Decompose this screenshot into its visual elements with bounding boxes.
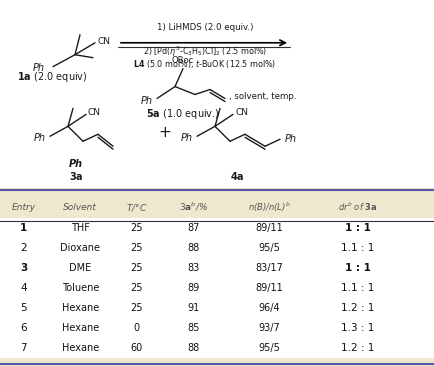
Text: Ph: Ph	[285, 134, 297, 144]
Text: 1.1 : 1: 1.1 : 1	[342, 243, 375, 253]
Text: 83: 83	[187, 263, 199, 273]
Text: $\mathbf{4a}$: $\mathbf{4a}$	[230, 170, 244, 182]
Text: 25: 25	[131, 283, 143, 293]
Text: 6: 6	[20, 323, 27, 333]
Text: Ph: Ph	[181, 133, 193, 143]
Text: 1 : 1: 1 : 1	[345, 223, 371, 234]
Text: Ph: Ph	[34, 133, 46, 143]
Text: 88: 88	[187, 343, 199, 353]
Text: Toluene: Toluene	[62, 283, 99, 293]
Text: 2) [Pd($\eta^3$-C$_3$H$_5$)Cl]$_2$ (2.5 mol%): 2) [Pd($\eta^3$-C$_3$H$_5$)Cl]$_2$ (2.5 …	[143, 45, 267, 59]
Text: 1.3 : 1: 1.3 : 1	[342, 323, 375, 333]
Text: 95/5: 95/5	[258, 243, 280, 253]
Text: 1.1 : 1: 1.1 : 1	[342, 283, 375, 293]
Text: 0: 0	[134, 323, 140, 333]
Text: Ph: Ph	[33, 63, 45, 72]
Text: 89/11: 89/11	[255, 283, 283, 293]
Text: $dr^b$ of $\mathbf{3a}$: $dr^b$ of $\mathbf{3a}$	[338, 201, 378, 213]
Bar	[0, 318, 434, 338]
Text: $\mathbf{5a}$ (1.0 equiv.): $\mathbf{5a}$ (1.0 equiv.)	[146, 107, 220, 122]
Bar	[0, 298, 434, 318]
Text: 89/11: 89/11	[255, 223, 283, 234]
Text: Hexane: Hexane	[62, 343, 99, 353]
Bar	[0, 278, 434, 298]
Text: $3\mathbf{a}^b$/%: $3\mathbf{a}^b$/%	[179, 201, 207, 213]
Text: Ph: Ph	[141, 97, 153, 107]
Text: 1.2 : 1: 1.2 : 1	[342, 303, 375, 313]
Text: 25: 25	[131, 243, 143, 253]
Text: 4: 4	[20, 283, 27, 293]
Text: 95/5: 95/5	[258, 343, 280, 353]
Text: 96/4: 96/4	[258, 303, 280, 313]
Text: $\mathbf{3a}$: $\mathbf{3a}$	[69, 170, 83, 182]
Text: 60: 60	[131, 343, 143, 353]
Text: 88: 88	[187, 243, 199, 253]
Bar	[0, 238, 434, 258]
Bar	[0, 258, 434, 278]
Text: THF: THF	[71, 223, 90, 234]
Text: 91: 91	[187, 303, 199, 313]
Text: 1 : 1: 1 : 1	[345, 263, 371, 273]
Text: Ph: Ph	[69, 159, 83, 169]
Text: 87: 87	[187, 223, 199, 234]
Text: 25: 25	[131, 223, 143, 234]
Text: $n$(B)/$n$(L)$^b$: $n$(B)/$n$(L)$^b$	[248, 201, 290, 214]
Text: , solvent, temp.: , solvent, temp.	[229, 92, 296, 101]
Text: 89: 89	[187, 283, 199, 293]
Text: $\mathbf{L4}$ (5.0 mol%), $t$-BuOK (12.5 mol%): $\mathbf{L4}$ (5.0 mol%), $t$-BuOK (12.5…	[133, 58, 277, 70]
Text: 1) LiHMDS (2.0 equiv.): 1) LiHMDS (2.0 equiv.)	[157, 23, 253, 32]
Text: +: +	[158, 125, 171, 140]
Text: 83/17: 83/17	[255, 263, 283, 273]
Text: 93/7: 93/7	[258, 323, 280, 333]
Text: Hexane: Hexane	[62, 323, 99, 333]
Text: 5: 5	[20, 303, 27, 313]
Text: CN: CN	[97, 37, 110, 46]
Text: 1.2 : 1: 1.2 : 1	[342, 343, 375, 353]
Bar	[0, 219, 434, 238]
Text: Hexane: Hexane	[62, 303, 99, 313]
Text: Entry: Entry	[12, 203, 36, 212]
Text: CN: CN	[235, 108, 248, 117]
Text: 85: 85	[187, 323, 199, 333]
Text: CN: CN	[88, 108, 101, 117]
Text: Dioxane: Dioxane	[60, 243, 100, 253]
Text: 1: 1	[20, 223, 27, 234]
Text: 2: 2	[20, 243, 27, 253]
Text: OBoc: OBoc	[172, 56, 194, 65]
Text: 7: 7	[20, 343, 27, 353]
Text: 25: 25	[131, 263, 143, 273]
Text: Solvent: Solvent	[63, 203, 97, 212]
Bar	[0, 338, 434, 358]
Text: 25: 25	[131, 303, 143, 313]
Text: DME: DME	[69, 263, 92, 273]
Text: $T$/°C: $T$/°C	[126, 202, 148, 213]
Text: 3: 3	[20, 263, 27, 273]
Text: $\mathbf{1a}$ (2.0 equiv): $\mathbf{1a}$ (2.0 equiv)	[16, 70, 87, 83]
